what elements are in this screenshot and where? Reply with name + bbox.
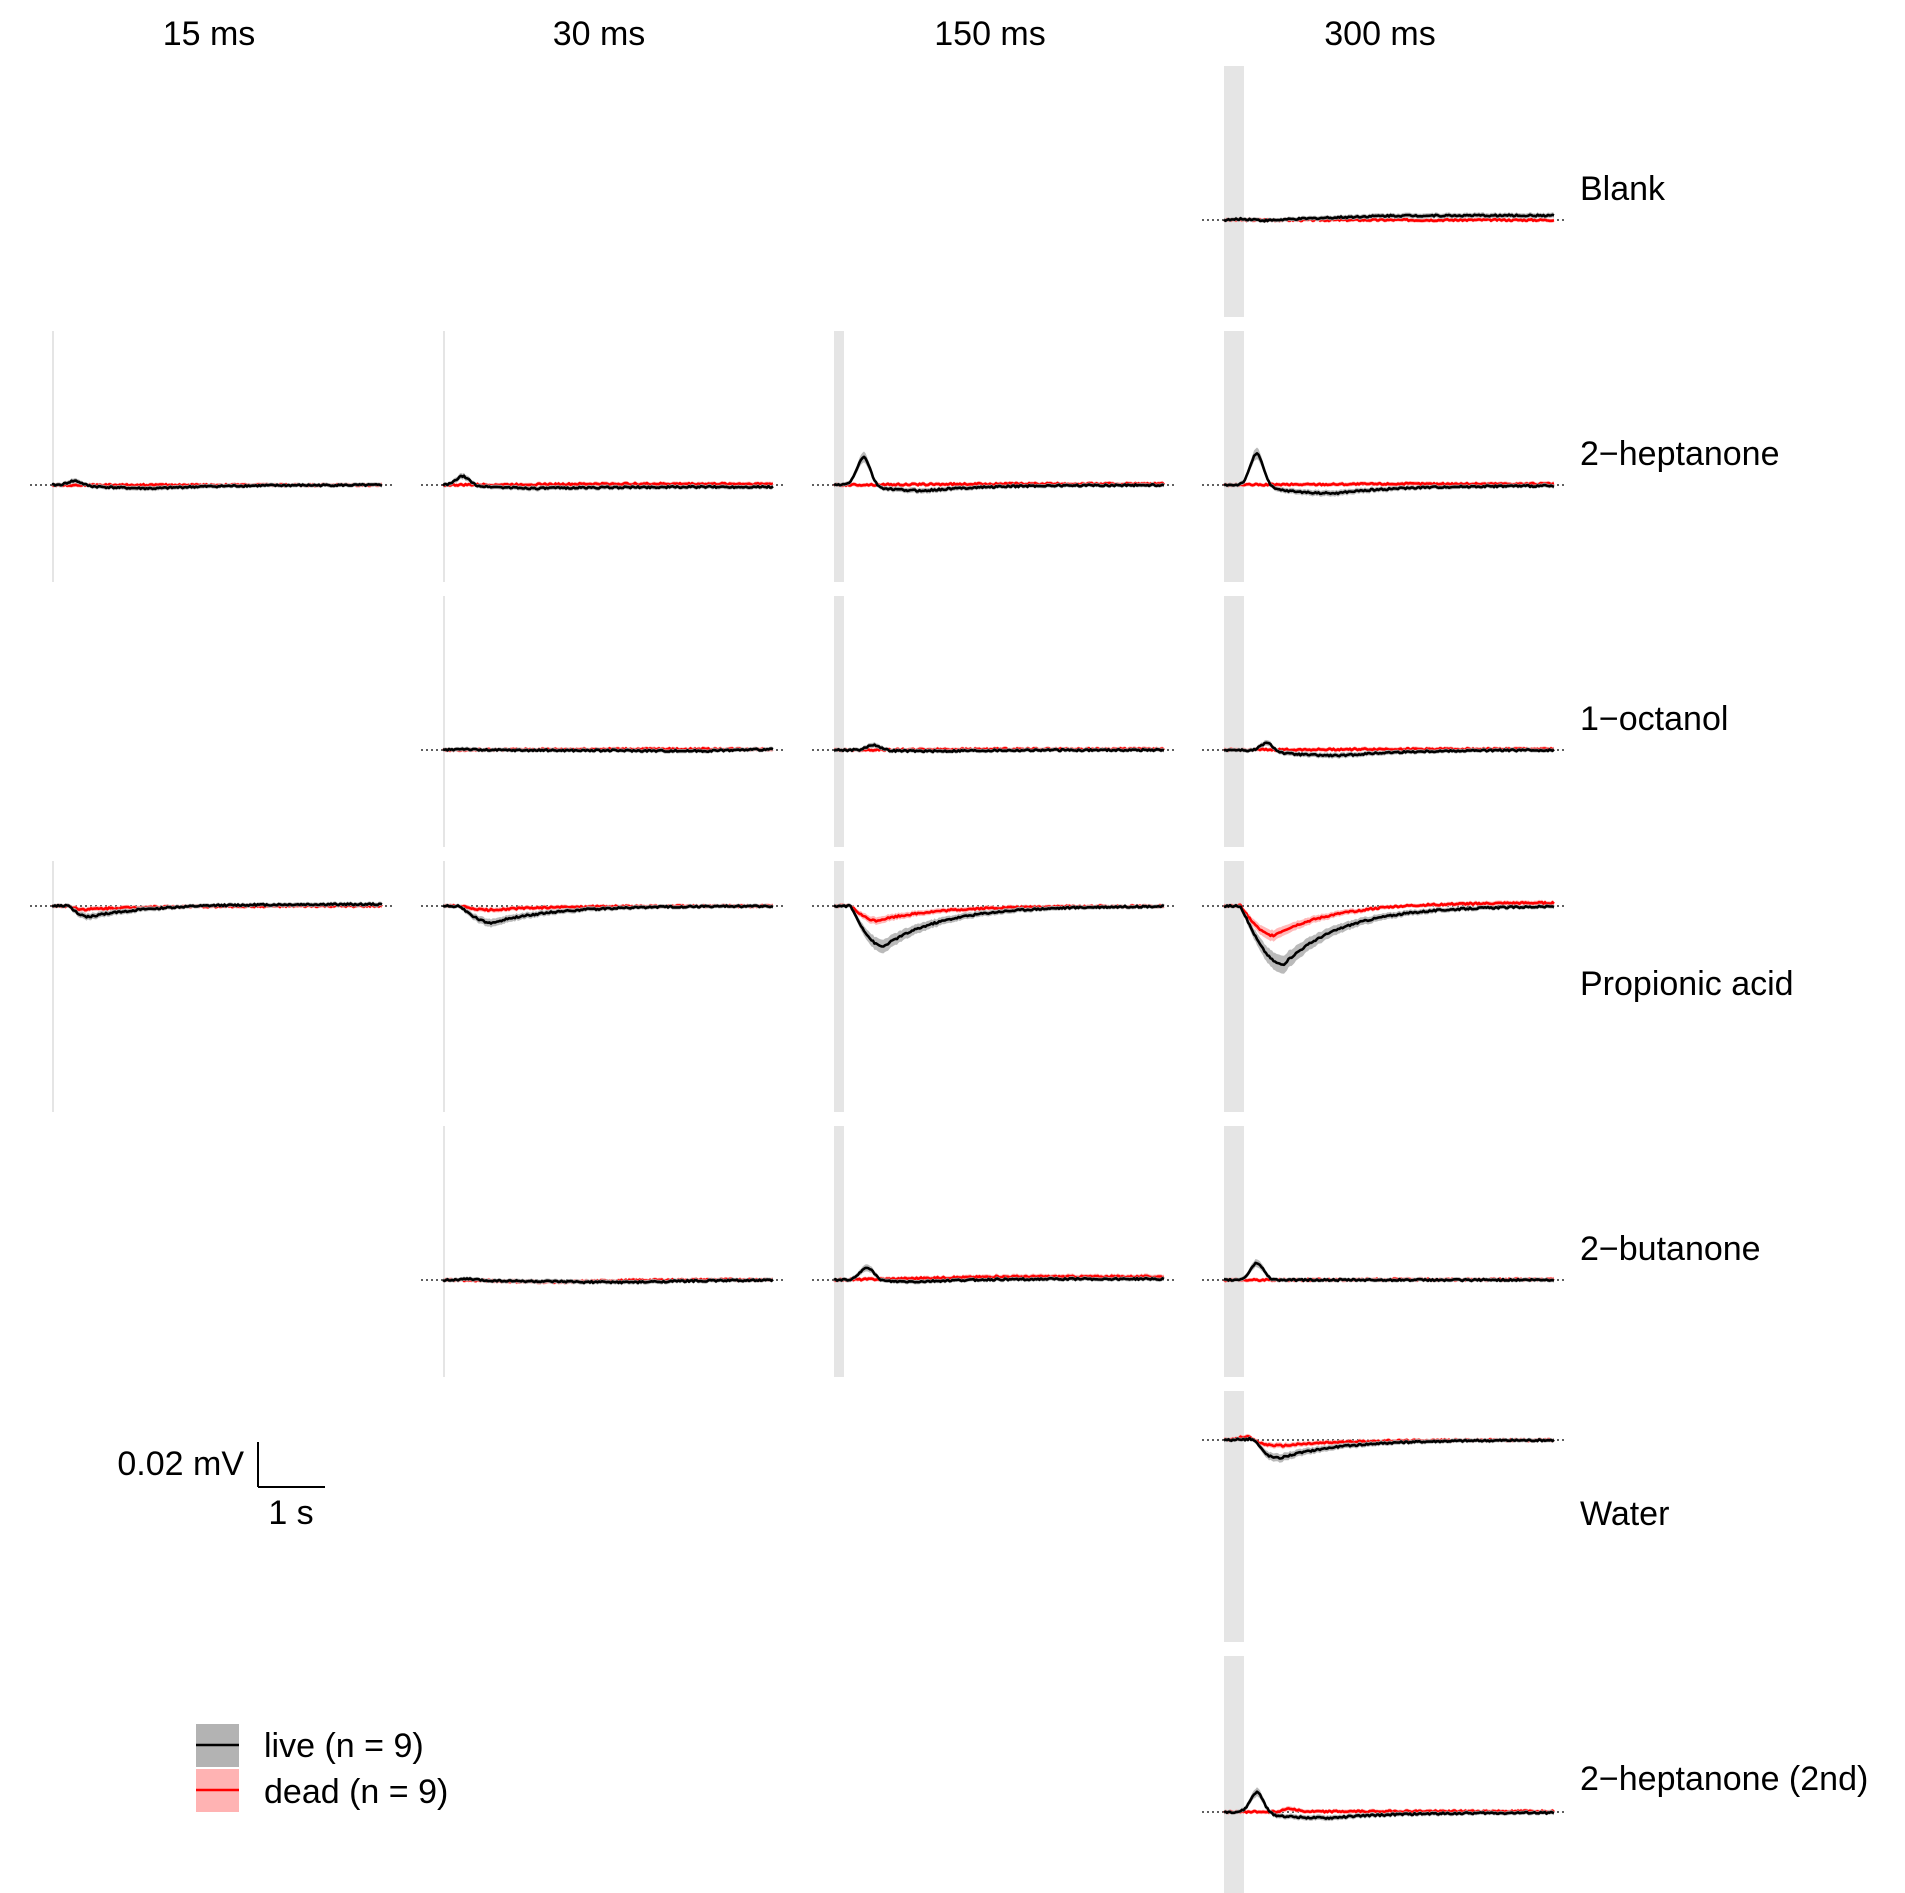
- legend-label-dead: dead (n = 9): [264, 1773, 448, 1811]
- live-trace-propionic-acid-150ms: [833, 903, 1165, 948]
- stimulus-band-blank-300ms: [1224, 66, 1244, 317]
- stimulus-band-propionic-acid-15ms: [52, 861, 54, 1112]
- live-trace-1-octanol-150ms: [833, 743, 1165, 754]
- stimulus-band-2-heptanone-30ms: [443, 331, 445, 582]
- live-trace-1-octanol-300ms: [1223, 741, 1555, 758]
- column-label-300ms: 300 ms: [1324, 15, 1436, 53]
- row-label-water: Water: [1580, 1495, 1669, 1533]
- panels-layer: [30, 66, 1566, 1893]
- scale-bar-voltage-label: 0.02 mV: [117, 1445, 244, 1483]
- live-trace-1-octanol-30ms: [442, 747, 774, 754]
- column-label-30ms: 30 ms: [553, 15, 646, 53]
- live-trace-propionic-acid-300ms: [1223, 903, 1555, 967]
- live-trace-2-heptanone-15ms: [51, 479, 383, 491]
- stimulus-band-2-heptanone-300ms: [1224, 331, 1244, 582]
- stimulus-band-propionic-acid-30ms: [443, 861, 445, 1112]
- row-label-2-heptanone-2nd: 2−heptanone (2nd): [1580, 1760, 1868, 1798]
- row-label-1-octanol: 1−octanol: [1580, 700, 1728, 738]
- scale-bar-time-label: 1 s: [268, 1494, 313, 1532]
- live-trace-propionic-acid-30ms: [442, 903, 774, 925]
- live-trace-water-300ms: [1223, 1436, 1555, 1460]
- stimulus-band-2-heptanone-2nd--300ms: [1224, 1656, 1244, 1893]
- stimulus-band-2-heptanone-15ms: [52, 331, 54, 582]
- stimulus-band-2-butanone-150ms: [834, 1126, 844, 1377]
- row-label-propionic-acid: Propionic acid: [1580, 965, 1794, 1003]
- live-trace-2-butanone-150ms: [833, 1266, 1165, 1284]
- live-trace-2-heptanone-150ms: [833, 455, 1165, 493]
- dead-trace-2-heptanone-2nd--300ms: [1223, 1807, 1555, 1815]
- live-sem-band-2-heptanone-300ms: [1224, 447, 1554, 497]
- live-trace-2-heptanone-30ms: [442, 474, 774, 491]
- live-trace-propionic-acid-15ms: [51, 902, 383, 919]
- stimulus-band-2-butanone-300ms: [1224, 1126, 1244, 1377]
- stimulus-band-water-300ms: [1224, 1391, 1244, 1642]
- scale-bar: 0.02 mV 1 s: [117, 1442, 325, 1532]
- live-sem-band-propionic-acid-300ms: [1224, 903, 1554, 974]
- legend-label-live: live (n = 9): [264, 1727, 424, 1765]
- live-trace-blank-300ms: [1223, 213, 1555, 223]
- stimulus-band-1-octanol-30ms: [443, 596, 445, 847]
- column-label-150ms: 150 ms: [934, 15, 1046, 53]
- live-trace-2-heptanone-2nd--300ms: [1223, 1790, 1555, 1820]
- stimulus-band-propionic-acid-150ms: [834, 861, 844, 1112]
- live-trace-2-butanone-300ms: [1223, 1261, 1555, 1283]
- row-label-2-heptanone: 2−heptanone: [1580, 435, 1779, 473]
- live-trace-2-butanone-30ms: [442, 1277, 774, 1285]
- live-sem-band-water-300ms: [1224, 1436, 1554, 1463]
- stimulus-band-2-butanone-30ms: [443, 1126, 445, 1377]
- row-label-blank: Blank: [1580, 170, 1666, 208]
- row-label-2-butanone: 2−butanone: [1580, 1230, 1761, 1268]
- live-trace-2-heptanone-300ms: [1223, 451, 1555, 496]
- column-label-15ms: 15 ms: [163, 15, 256, 53]
- stimulus-band-1-octanol-150ms: [834, 596, 844, 847]
- stimulus-band-propionic-acid-300ms: [1224, 861, 1244, 1112]
- stimulus-band-2-heptanone-150ms: [834, 331, 844, 582]
- stimulus-band-1-octanol-300ms: [1224, 596, 1244, 847]
- legend: live (n = 9) dead (n = 9): [196, 1724, 448, 1812]
- dead-trace-propionic-acid-300ms: [1223, 900, 1555, 938]
